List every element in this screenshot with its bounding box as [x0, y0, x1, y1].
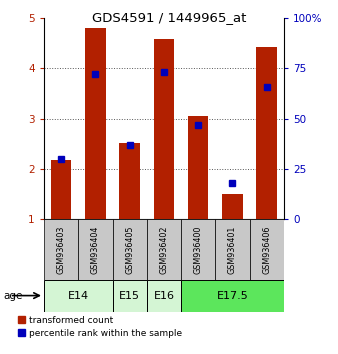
Bar: [113, 280, 147, 312]
Bar: [119, 143, 140, 219]
Bar: [181, 219, 215, 280]
Bar: [188, 115, 209, 219]
Bar: [250, 219, 284, 280]
Bar: [222, 194, 243, 219]
Text: GDS4591 / 1449965_at: GDS4591 / 1449965_at: [92, 11, 246, 24]
Text: age: age: [3, 291, 23, 301]
Bar: [181, 280, 284, 312]
Bar: [215, 219, 250, 280]
Bar: [78, 219, 113, 280]
Text: E16: E16: [153, 291, 174, 301]
Bar: [85, 28, 106, 219]
Text: GSM936404: GSM936404: [91, 225, 100, 274]
Bar: [44, 280, 113, 312]
Bar: [257, 47, 277, 219]
Legend: transformed count, percentile rank within the sample: transformed count, percentile rank withi…: [18, 316, 182, 338]
Bar: [154, 39, 174, 219]
Bar: [44, 219, 78, 280]
Text: E17.5: E17.5: [217, 291, 248, 301]
Text: GSM936402: GSM936402: [160, 225, 168, 274]
Bar: [51, 160, 71, 219]
Text: E15: E15: [119, 291, 140, 301]
Text: GSM936406: GSM936406: [262, 225, 271, 274]
Bar: [113, 219, 147, 280]
Bar: [147, 280, 181, 312]
Text: GSM936400: GSM936400: [194, 225, 203, 274]
Text: E14: E14: [68, 291, 89, 301]
Text: GSM936403: GSM936403: [56, 225, 66, 274]
Text: GSM936405: GSM936405: [125, 225, 134, 274]
Bar: [147, 219, 181, 280]
Text: GSM936401: GSM936401: [228, 225, 237, 274]
